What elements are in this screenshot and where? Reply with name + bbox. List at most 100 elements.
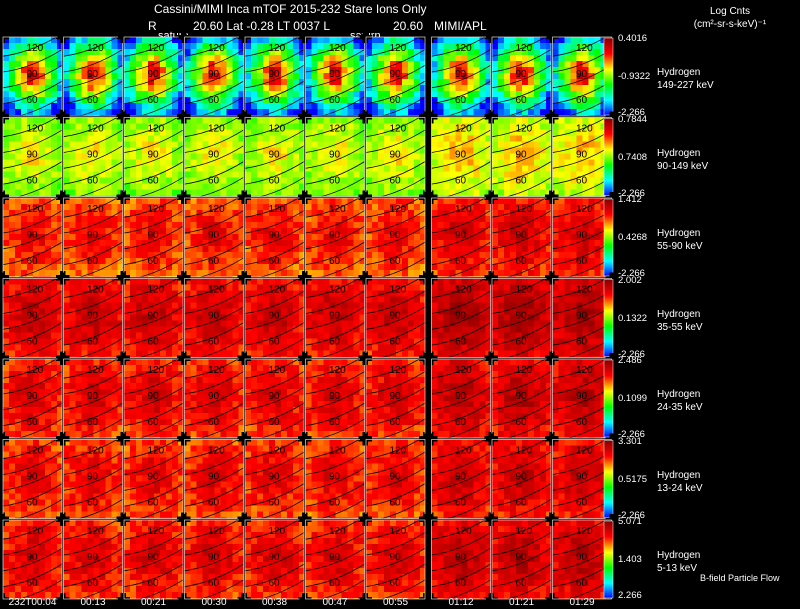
time-tick: 00:47: [322, 597, 348, 608]
panel-r2-c8: 120 90 60: [486, 192, 557, 283]
contour-label: 60: [516, 337, 528, 348]
position-info: 20.60 Lat -0.28 LT 0037 L: [193, 19, 330, 33]
time-tick: 00:55: [382, 597, 409, 608]
panel-r3-c6: 120 90 60: [360, 272, 431, 364]
contour-label: 90: [516, 311, 528, 322]
contour-label: 60: [148, 578, 160, 589]
colorbar-max: 5.071: [618, 516, 642, 527]
contour-label: 90: [329, 391, 341, 402]
contour-label: 90: [148, 552, 160, 563]
contour-label: 90: [329, 552, 341, 563]
panel-r0-c4: 120 90 60: [239, 31, 310, 122]
contour-label: 120: [390, 124, 407, 135]
panel-r6-c1: 120 90 60: [57, 514, 129, 605]
contour-label: 90: [390, 552, 402, 563]
colorbar-max: 2.002: [618, 274, 642, 286]
contour-label: 60: [208, 498, 220, 509]
energy-label: 24-35 keV: [657, 402, 703, 413]
contour-label: 60: [390, 337, 402, 348]
panel-r0-c2: 120 90 60: [118, 31, 189, 122]
colorbar-5: [603, 440, 614, 518]
contour-label: 90: [208, 69, 220, 80]
panel-r4-c2: 120 90 60: [118, 353, 189, 444]
panel-r0-c7: 120 90 60: [425, 31, 497, 122]
contour-label: 120: [269, 124, 286, 135]
panel-r2-c2: 120 90 60: [118, 192, 189, 283]
contour-label: 60: [455, 95, 467, 106]
contour-label: 120: [329, 365, 346, 376]
contour-label: 120: [87, 365, 104, 376]
panel-r2-c1: 120 90 60: [57, 192, 129, 283]
contour-label: 60: [455, 498, 467, 509]
contour-label: 60: [27, 256, 39, 267]
contour-label: 120: [208, 124, 225, 135]
contour-label: 120: [27, 204, 44, 215]
colorbar-max: 2.486: [618, 355, 642, 366]
contour-label: 120: [455, 124, 472, 135]
colorbar-min: -2.266: [618, 429, 645, 440]
panel-r3-c7: 120 90 60: [425, 272, 497, 364]
contour-label: 120: [390, 365, 407, 376]
contour-label: 120: [516, 285, 533, 296]
contour-label: 120: [576, 446, 593, 457]
colorbar-mid: 1.403: [618, 554, 642, 565]
panel-r6-c6: 120 90 60: [360, 514, 431, 605]
contour-label: 60: [27, 578, 39, 589]
contour-label: 60: [269, 337, 281, 348]
panel-r6-c3: 120 90 60: [178, 514, 250, 605]
colorbar-min: -2.266: [618, 187, 645, 199]
contour-label: 60: [516, 417, 528, 428]
contour-label: 120: [27, 446, 44, 457]
contour-label: 90: [390, 69, 402, 80]
panel-r2-c4: 120 90 60: [239, 192, 310, 283]
org-label: MIMI/APL: [434, 19, 487, 33]
contour-label: 90: [87, 552, 99, 563]
contour-label: 60: [576, 95, 588, 106]
contour-label: 60: [329, 256, 341, 267]
contour-label: 60: [148, 417, 160, 428]
contour-label: 60: [576, 256, 588, 267]
contour-label: 120: [148, 285, 165, 296]
contour-label: 90: [390, 472, 402, 483]
contour-label: 120: [148, 365, 165, 376]
contour-label: 120: [516, 365, 533, 376]
panel-r6-c9: 120 90 60: [546, 514, 618, 605]
r-label: R: [148, 19, 157, 33]
contour-label: 60: [576, 176, 588, 187]
panel-r0-c8: 120 90 60: [486, 31, 557, 122]
contour-label: 60: [390, 256, 402, 267]
contour-label: 60: [208, 337, 220, 348]
contour-label: 120: [208, 285, 225, 296]
contour-label: 60: [390, 417, 402, 428]
contour-label: 120: [329, 43, 346, 54]
energy-label: 149-227 keV: [657, 80, 714, 91]
contour-label: 120: [148, 43, 165, 54]
colorbar-mid: 0.7408: [618, 151, 648, 163]
contour-label: 60: [27, 498, 39, 509]
panel-r3-c5: 120 90 60: [299, 272, 371, 364]
contour-label: 90: [576, 69, 588, 80]
panel-r0-c6: 120 90 60: [360, 31, 431, 122]
panel-r4-c5: 120 90 60: [299, 353, 371, 444]
panel-r3-c0: 120 90 60: [0, 272, 68, 364]
contour-label: 90: [329, 150, 341, 161]
contour-label: 90: [27, 552, 39, 563]
contour-label: 120: [87, 526, 104, 537]
panel-r2-c3: 120 90 60: [178, 192, 250, 283]
contour-label: 90: [87, 69, 99, 80]
contour-label: 120: [148, 526, 165, 537]
panel-r4-c1: 120 90 60: [57, 353, 129, 444]
contour-label: 60: [87, 578, 99, 589]
contour-label: 60: [390, 176, 402, 187]
colorbar-max: 3.301: [618, 435, 642, 447]
contour-label: 90: [390, 150, 402, 161]
contour-label: 60: [208, 95, 220, 106]
contour-label: 60: [87, 337, 99, 348]
contour-label: 60: [27, 95, 39, 106]
panel-r2-c5: 120 90 60: [299, 192, 371, 283]
contour-label: 60: [148, 176, 160, 187]
contour-label: 90: [329, 472, 341, 483]
time-tick: 00:13: [80, 597, 106, 608]
panel-r5-c6: 120 90 60: [360, 433, 431, 525]
panel-r2-c0: 120 90 60: [0, 192, 68, 283]
